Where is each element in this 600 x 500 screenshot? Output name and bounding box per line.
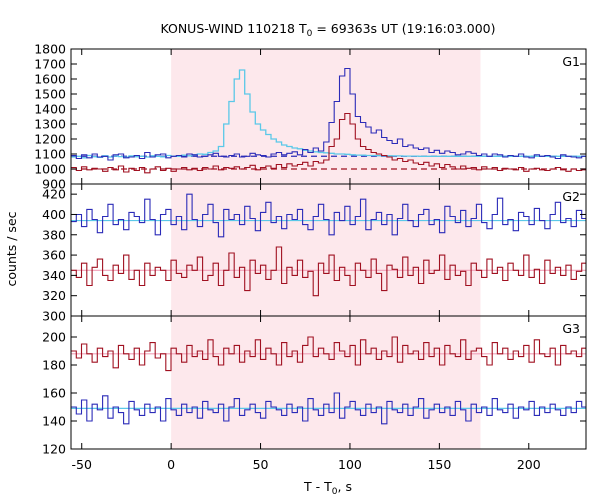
panel-g1-ytick-label-900: 900 <box>42 177 66 192</box>
panel-g2-label: G2 <box>562 189 580 204</box>
panel-g3-series-red-2 <box>71 336 586 372</box>
chart-title-sub: 0 <box>307 29 313 39</box>
panel-g1-series-red-2 <box>71 112 586 174</box>
panel-g3-label: G3 <box>562 321 580 336</box>
panel-g1-label: G1 <box>562 54 580 69</box>
panel-g3-series-blue-3 <box>71 392 586 425</box>
xtick-label--50: -50 <box>72 457 92 472</box>
xtick-label-200: 200 <box>517 457 541 472</box>
panel-g2-series-red-3 <box>71 246 586 297</box>
panel-g3-ytick-label-120: 120 <box>42 442 66 457</box>
x-axis-title: T - T0, s <box>303 479 352 497</box>
panel-g2-series-blue-2 <box>71 193 586 238</box>
panel-g1-ytick-label-1400: 1400 <box>34 102 66 117</box>
panel-g1-ytick-label-1700: 1700 <box>34 57 66 72</box>
panel-g2-ytick-label-320: 320 <box>42 288 66 303</box>
panel-g3-ytick-label-180: 180 <box>42 358 66 373</box>
chart-title-prefix: KONUS-WIND 110218 T <box>160 21 306 36</box>
x-axis-title-sub: 0 <box>332 487 338 497</box>
xtick-label-150: 150 <box>427 457 451 472</box>
x-axis-title-suffix: , s <box>338 479 352 494</box>
xtick-label-100: 100 <box>338 457 362 472</box>
panel-g2-ytick-label-380: 380 <box>42 227 66 242</box>
panel-g1-ytick-label-1500: 1500 <box>34 87 66 102</box>
panel-g2-ytick-label-360: 360 <box>42 248 66 263</box>
panel-g3-ytick-label-200: 200 <box>42 330 66 345</box>
panel-g1-ytick-label-1200: 1200 <box>34 132 66 147</box>
chart-title-suffix: = 69363s UT (19:16:03.000) <box>312 21 495 36</box>
panel-g1-ytick-label-1000: 1000 <box>34 162 66 177</box>
x-axis-title-prefix: T - T <box>303 479 332 494</box>
shaded-interval <box>171 49 481 449</box>
panel-g1-ytick-label-1100: 1100 <box>34 147 66 162</box>
panel-g1-ytick-label-1300: 1300 <box>34 117 66 132</box>
panel-g2-ytick-label-340: 340 <box>42 268 66 283</box>
panel-g2-ytick-label-300: 300 <box>42 309 66 324</box>
panel-g2-ytick-label-400: 400 <box>42 207 66 222</box>
panel-g3-ytick-label-160: 160 <box>42 386 66 401</box>
panel-g3-frame <box>70 315 587 450</box>
text-layer: KONUS-WIND 110218 T0 = 69363s UT (19:16:… <box>4 21 580 497</box>
panel-g1-series-light_blue-0 <box>71 69 586 159</box>
shade-layer <box>171 49 481 449</box>
y-axis-title: counts / sec <box>4 211 19 286</box>
panel-g1-ytick-label-1800: 1800 <box>34 42 66 57</box>
chart-title: KONUS-WIND 110218 T0 = 69363s UT (19:16:… <box>160 21 495 39</box>
xtick-label-50: 50 <box>253 457 269 472</box>
panel-g1-series-blue-1 <box>71 67 586 161</box>
series-layer <box>71 67 586 425</box>
panel-g1-ytick-label-1600: 1600 <box>34 72 66 87</box>
panel-g3-ytick-label-140: 140 <box>42 414 66 429</box>
panel-g2-ytick-label-420: 420 <box>42 187 66 202</box>
frame-layer <box>70 48 587 450</box>
xtick-label-0: 0 <box>167 457 175 472</box>
